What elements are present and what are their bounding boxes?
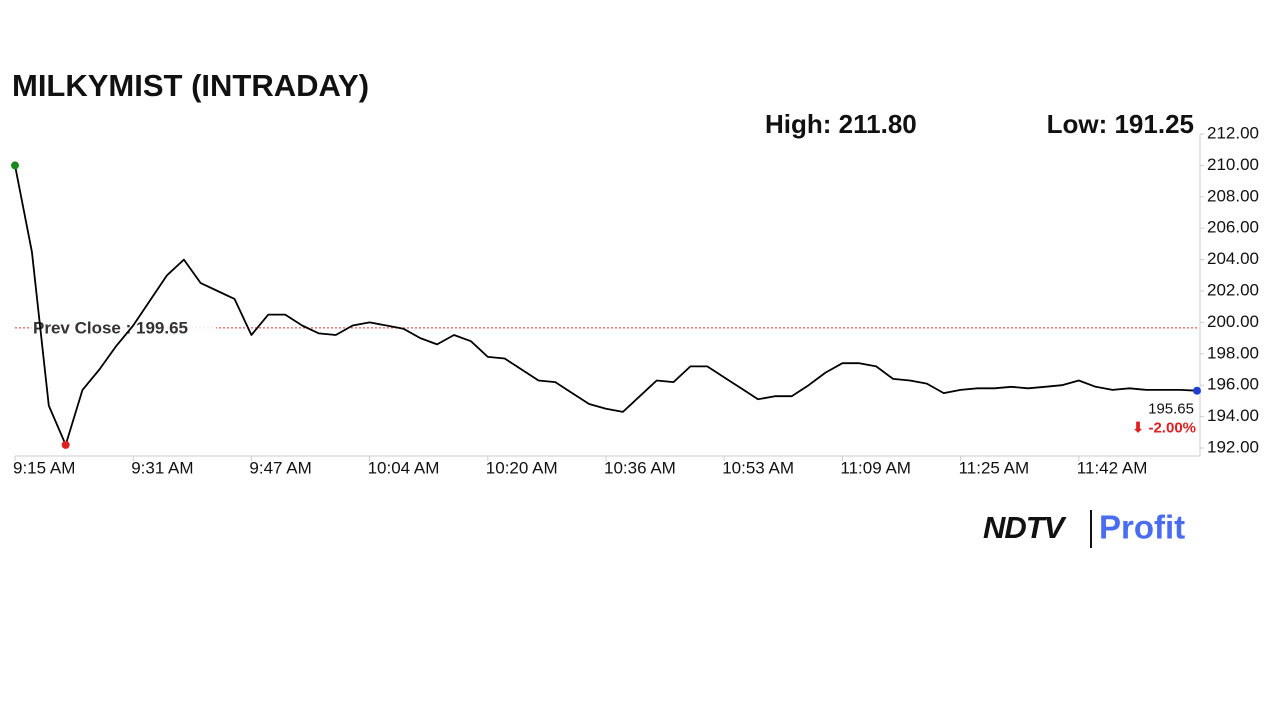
logo-product: Profit — [1099, 509, 1185, 546]
x-tick-label: 9:47 AM — [249, 458, 311, 477]
low-marker — [61, 440, 70, 449]
x-tick-label: 11:25 AM — [959, 458, 1030, 477]
y-tick-label: 212.00 — [1207, 123, 1259, 142]
y-tick-label: 196.00 — [1207, 375, 1259, 394]
y-tick-label: 204.00 — [1207, 249, 1259, 268]
y-tick-label: 192.00 — [1207, 437, 1259, 456]
x-tick-label: 10:20 AM — [486, 458, 558, 477]
prev-close-bg — [30, 316, 216, 339]
y-tick-label: 210.00 — [1207, 155, 1259, 174]
y-tick-label: 198.00 — [1207, 343, 1259, 362]
y-tick-label: 208.00 — [1207, 186, 1259, 205]
price-line — [14, 165, 1198, 446]
high-label: High: 211.80 — [765, 109, 917, 139]
start-marker — [11, 161, 19, 170]
x-tick-label: 9:15 AM — [13, 458, 75, 477]
logo-brand: NDTV — [983, 510, 1067, 545]
y-tick-label: 194.00 — [1207, 406, 1259, 425]
prev-close-label: Prev Close : 199.65 — [33, 318, 188, 337]
y-tick-label: 200.00 — [1207, 312, 1259, 331]
x-tick-label: 10:04 AM — [368, 458, 440, 477]
chart-title: MILKYMIST (INTRADAY) — [12, 68, 369, 103]
end-marker — [1193, 386, 1201, 395]
low-label: Low: 191.25 — [1047, 109, 1194, 139]
x-tick-label: 9:31 AM — [131, 458, 193, 477]
x-tick-label: 10:53 AM — [722, 458, 794, 477]
x-tick-label: 11:09 AM — [840, 458, 911, 477]
y-tick-label: 206.00 — [1207, 218, 1259, 237]
change-label: ⬇ -2.00% — [1132, 420, 1196, 437]
x-tick-label: 10:36 AM — [604, 458, 676, 477]
x-tick-label: 11:42 AM — [1077, 458, 1148, 477]
y-tick-label: 202.00 — [1207, 280, 1259, 299]
last-price-label: 195.65 — [1148, 401, 1194, 418]
